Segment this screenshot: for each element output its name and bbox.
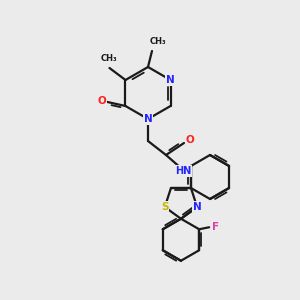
Text: O: O [186,135,194,145]
Text: HN: HN [175,166,191,176]
Text: N: N [144,114,152,124]
Text: CH₃: CH₃ [150,37,166,46]
Text: S: S [161,202,169,212]
Text: O: O [97,96,106,106]
Text: F: F [212,222,219,232]
Text: N: N [166,75,175,85]
Text: CH₃: CH₃ [100,54,117,63]
Text: N: N [193,202,202,212]
